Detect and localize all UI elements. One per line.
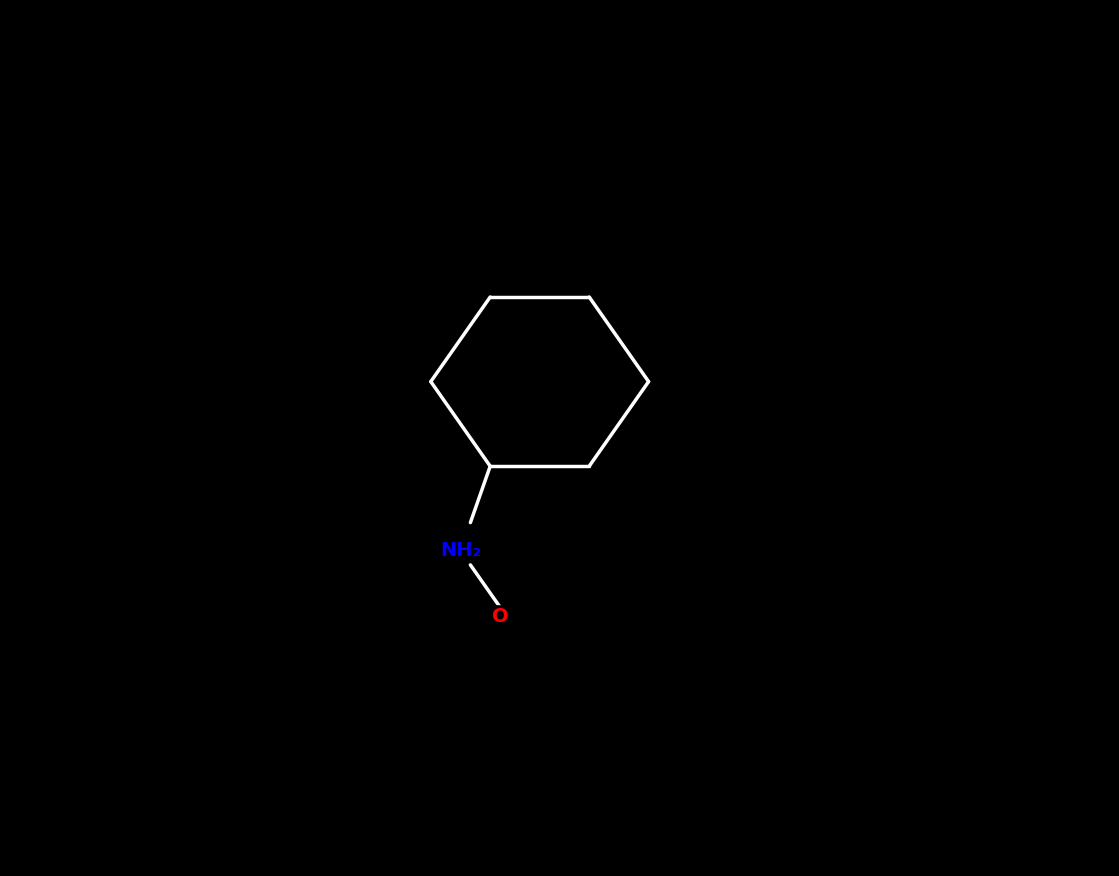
Text: O: O	[491, 607, 508, 626]
Text: NH₂: NH₂	[440, 541, 481, 561]
